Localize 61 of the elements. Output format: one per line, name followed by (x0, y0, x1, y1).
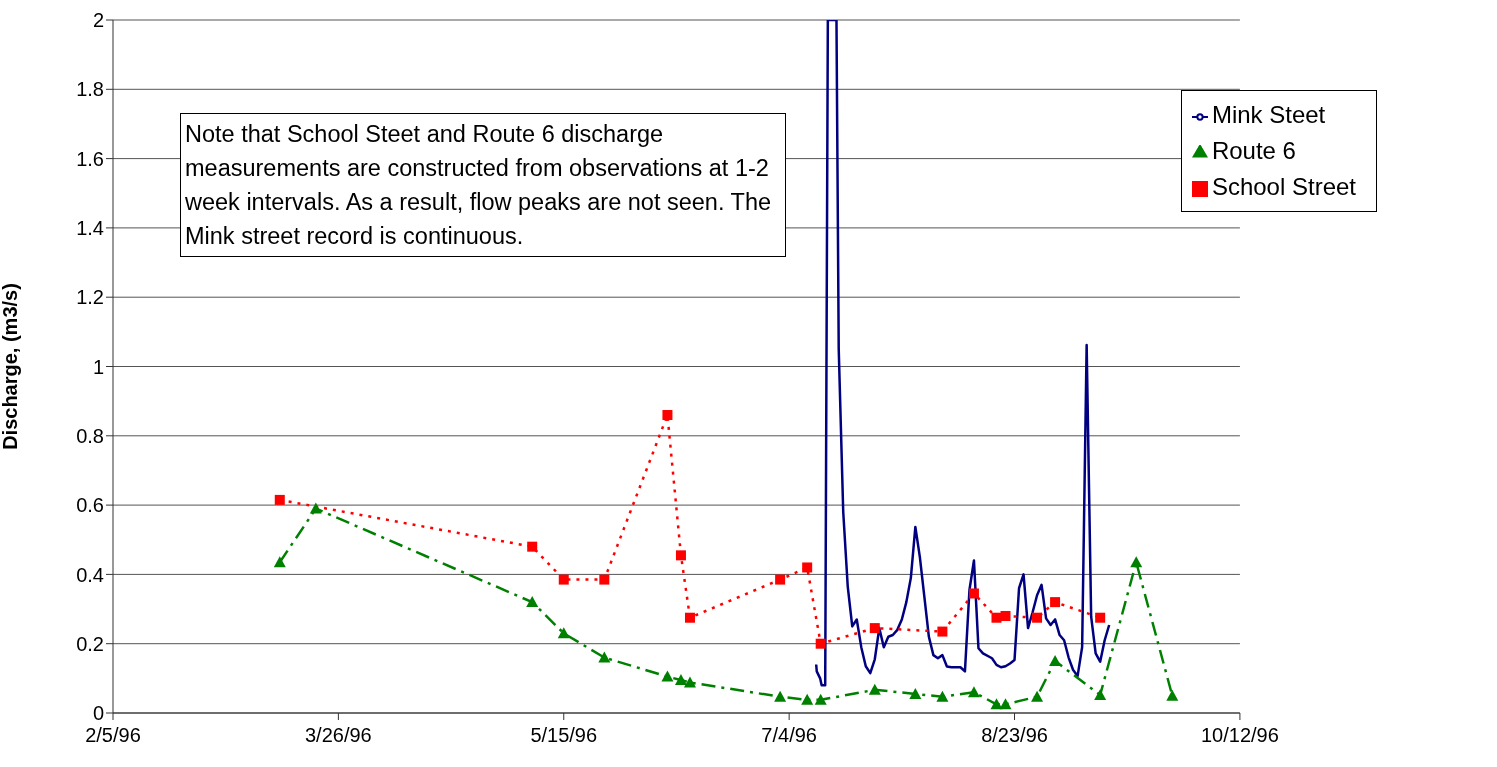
point (675, 550, 686, 561)
point (802, 562, 813, 573)
point (774, 690, 787, 702)
point (526, 596, 539, 608)
x-tick-label: 3/26/96 (305, 724, 372, 747)
y-tick-label: 1.4 (76, 217, 104, 239)
y-tick-label: 1.8 (76, 78, 104, 101)
line-series (814, 20, 1111, 687)
y-tick-label: 0.2 (76, 632, 104, 655)
point (999, 698, 1012, 710)
legend-label: Mink Steet (1211, 101, 1326, 128)
y-tick-label: 0.6 (76, 494, 104, 517)
y-tick-label: 0.8 (76, 424, 104, 447)
point (968, 588, 979, 599)
point (1031, 690, 1044, 702)
point (868, 683, 881, 695)
point (558, 574, 569, 585)
point (527, 541, 538, 552)
point (662, 410, 673, 421)
point (815, 638, 826, 649)
point (309, 502, 322, 514)
point (1094, 688, 1107, 700)
point (1032, 612, 1043, 623)
point (273, 556, 286, 568)
x-tick-label: 2/5/96 (85, 724, 141, 747)
y-tick-label: 1 (92, 355, 104, 378)
point (991, 612, 1002, 623)
y-tick-label: 2 (92, 9, 104, 32)
point (1130, 556, 1143, 568)
x-tick-label: 10/12/96 (1200, 724, 1279, 747)
legend-label: School Street (1211, 173, 1356, 200)
point (937, 626, 948, 637)
point (869, 623, 880, 634)
x-tick-label: 8/23/96 (981, 724, 1048, 747)
point (967, 686, 980, 698)
point (1095, 612, 1106, 623)
point (683, 676, 696, 688)
point (599, 574, 610, 585)
y-tick-label: 1.2 (76, 286, 104, 309)
point (1050, 597, 1061, 608)
point (1000, 610, 1011, 621)
point (684, 612, 695, 623)
x-tick-label: 7/4/96 (761, 724, 817, 747)
point (775, 574, 786, 585)
point (598, 651, 611, 663)
point (801, 693, 814, 705)
point (936, 690, 949, 702)
point (557, 627, 570, 639)
legend-label: Route 6 (1211, 137, 1296, 164)
point (814, 693, 827, 705)
point (674, 674, 687, 686)
point (1166, 689, 1179, 701)
y-tick-label: 0.4 (76, 563, 104, 586)
x-tick-label: 5/15/96 (530, 724, 598, 747)
point (909, 687, 922, 699)
point (661, 670, 674, 682)
y-tick-label: 0 (92, 702, 104, 725)
annotation: Note that School Steet and Route 6 discharge measurements are constructed from observations at 1-2 week intervals. As a result, flow peaks are not seen. The Mink street record is continuous. (180, 113, 786, 257)
point (274, 494, 285, 505)
y-axis-title: Discharge, (m3/s) (0, 283, 22, 450)
y-tick-label: 1.6 (76, 147, 104, 170)
